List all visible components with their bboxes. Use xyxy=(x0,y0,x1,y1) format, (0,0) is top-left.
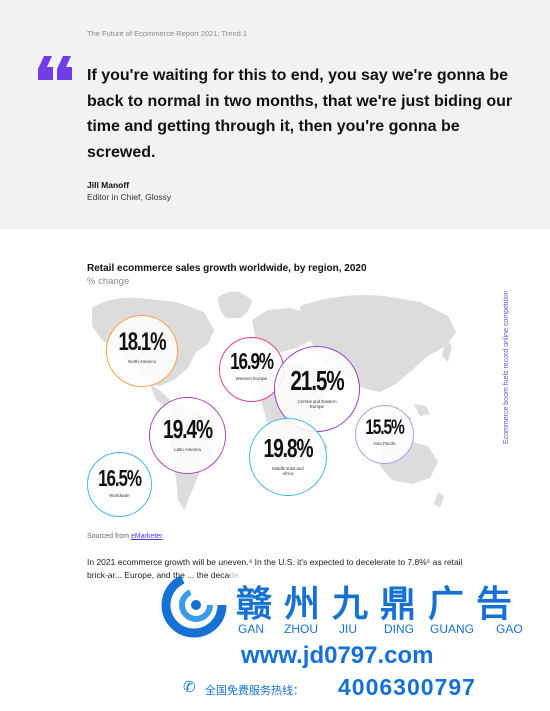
bubble-region: Worldwide xyxy=(109,493,130,498)
author-name: Jill Manoff xyxy=(87,180,130,190)
bubble-worldwide: 16.5% Worldwide xyxy=(87,452,152,517)
watermark-pinyin: GAN xyxy=(238,622,265,636)
watermark-hotline-label: 全国免费服务热线： xyxy=(205,685,304,697)
swirl-logo-icon xyxy=(161,572,227,638)
bubble-north-america: 18.1% North America xyxy=(106,315,178,387)
watermark-company-name: 赣州九鼎广告 xyxy=(236,583,525,624)
report-label: The Future of Ecommerce Report 2021: Tre… xyxy=(87,29,248,38)
phone-icon: ✆ xyxy=(183,679,196,696)
bubble-latin-america: 19.4% Latin America xyxy=(149,397,226,474)
bubble-value: 16.5% xyxy=(98,465,142,491)
bubble-region: Central and Eastern Europe xyxy=(297,399,337,409)
quote-mark-icon xyxy=(38,56,72,80)
watermark-pinyin: GUANG xyxy=(430,622,475,636)
bubble-region: Asia Pacific xyxy=(373,441,396,446)
bubble-value: 18.1% xyxy=(118,328,167,356)
bubble-value: 15.5% xyxy=(365,416,405,439)
watermark-pinyin: GAO xyxy=(496,622,523,636)
chart-title: Retail ecommerce sales growth worldwide,… xyxy=(87,263,367,274)
bubble-central-eastern-europe: 21.5% Central and Eastern Europe xyxy=(274,346,360,432)
watermark-hotline-number: 4006300797 xyxy=(338,674,476,700)
watermark-pinyin: ZHOU xyxy=(284,622,318,636)
watermark-pinyin: JIU xyxy=(339,622,357,636)
source-prefix: Sourced from xyxy=(87,533,130,540)
quote-section: The Future of Ecommerce Report 2021: Tre… xyxy=(0,0,550,229)
quote-text: If you're waiting for this to end, you s… xyxy=(87,67,513,161)
chart-subtitle: % change xyxy=(87,276,130,287)
bubble-asia-pacific: 15.5% Asia Pacific xyxy=(355,405,414,464)
source-line: Sourced from eMarketer xyxy=(87,533,163,540)
bubble-value: 21.5% xyxy=(290,365,344,396)
bubble-value: 16.9% xyxy=(230,348,274,374)
bubble-middle-east-africa: 19.8% Middle East and Africa xyxy=(249,418,327,496)
body-text: In 2021 ecommerce growth will be uneven.… xyxy=(87,557,463,580)
bubble-region: Latin America xyxy=(174,447,201,452)
bubble-western-europe: 16.9% Western Europe xyxy=(219,337,284,402)
author-role: Editor in Chief, Glossy xyxy=(87,192,172,202)
bubble-region: Western Europe xyxy=(235,376,268,381)
watermark-url: www.jd0797.com xyxy=(241,642,434,669)
bubble-region: North America xyxy=(128,359,156,364)
bubble-value: 19.8% xyxy=(263,433,313,463)
source-link[interactable]: eMarketer xyxy=(130,533,163,540)
watermark-pinyin: DING xyxy=(384,622,414,636)
bubble-region: Middle East and Africa xyxy=(272,466,304,476)
watermark-backdrop xyxy=(230,572,550,630)
bubble-value: 19.4% xyxy=(162,414,213,444)
